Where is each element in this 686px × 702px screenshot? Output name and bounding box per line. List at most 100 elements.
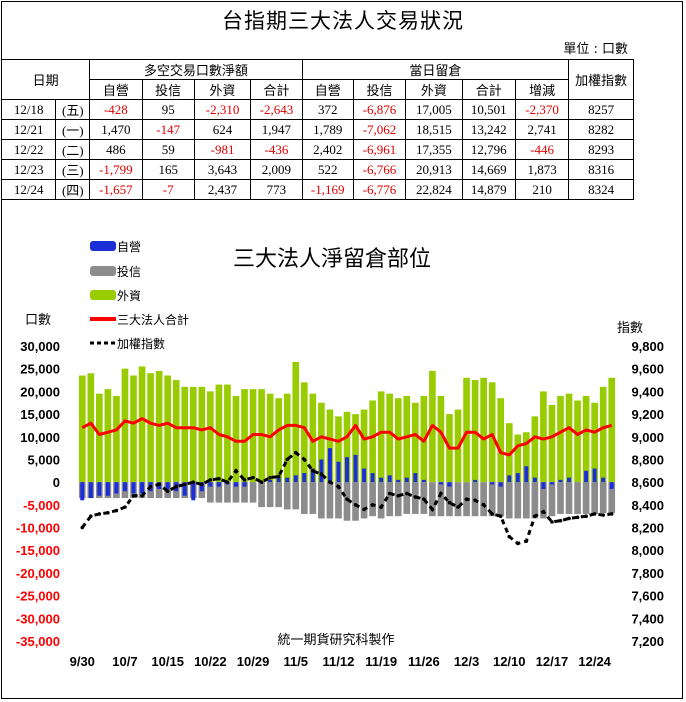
row-cell-2: 3,643 [193, 159, 252, 180]
trust-bar [608, 482, 616, 514]
dealer-bar [216, 482, 221, 487]
legend-label: 加權指數 [117, 336, 165, 351]
row-cell-1: 59 [141, 139, 195, 160]
y-tick-label: 20,000 [20, 384, 60, 399]
dealer-bar [199, 482, 204, 492]
row-cell-2: -981 [193, 139, 252, 160]
foreign-bar [377, 391, 385, 483]
dealer-bar [80, 482, 85, 501]
dealer-bar [276, 477, 281, 483]
trust-bar [224, 482, 231, 503]
row-cell-6: 20,913 [405, 159, 463, 180]
trust-bar [318, 482, 325, 519]
dealer-bar [404, 477, 409, 483]
x-tick-label: 12/17 [536, 654, 569, 669]
y-axis-label: 口數 [25, 313, 51, 328]
table-subheader-row: 自營 投信 外資 合計 自營 投信 外資 合計 增減 [2, 79, 634, 100]
dealer-bar [268, 479, 273, 483]
foreign-bar [309, 393, 317, 483]
index-point [370, 503, 375, 507]
trust-bar [582, 482, 590, 514]
row-weekday: (五) [55, 99, 91, 120]
index-point [422, 497, 426, 501]
trust-bar [557, 482, 564, 514]
index-point [533, 514, 537, 518]
row-cell-1: -7 [141, 179, 195, 200]
y2-tick-label: 9,000 [631, 430, 664, 445]
row-cell-2: 2,437 [193, 179, 252, 200]
row-cell-1: -147 [141, 119, 195, 140]
dealer-bar [584, 470, 589, 483]
chart-credit: 統一期貨研究科製作 [277, 632, 394, 648]
foreign-bar [463, 377, 470, 483]
row-cell-7: 14,879 [461, 179, 516, 200]
index-point [191, 480, 196, 484]
foreign-bar [480, 377, 487, 483]
y-tick-label: 5,000 [27, 452, 60, 467]
dealer-bar [567, 477, 572, 483]
row-cell-7: 12,796 [461, 139, 516, 160]
dealer-bar [122, 482, 127, 492]
dealer-bar [114, 482, 119, 494]
row-cell-5: -6,776 [352, 179, 407, 200]
table-row: 12/18 (五) -428 95 -2,310 -2,643 372 -6,876 17,00… [0, 99, 634, 120]
index-point [353, 503, 358, 507]
trust-bar [497, 482, 505, 517]
foreign-bar [497, 398, 505, 483]
index-point [447, 500, 452, 505]
index-point [498, 514, 503, 518]
dealer-bar [293, 475, 298, 483]
x-tick-label: 12/10 [493, 654, 526, 669]
dealer-bar [379, 477, 384, 483]
index-point [106, 510, 110, 515]
page-title: 台指期三大法人交易狀況 [222, 9, 464, 33]
trust-bar [394, 482, 402, 517]
trust-bar [548, 482, 556, 517]
unit-label: 單位 : 口數 [563, 42, 628, 57]
index-point [251, 475, 255, 480]
row-cell-6: 22,824 [405, 179, 463, 200]
trust-bar [241, 482, 248, 503]
trust-bar [283, 482, 291, 510]
date-header: 日期 [0, 59, 91, 100]
trust-bar [403, 482, 411, 514]
dealer-bar [549, 482, 554, 485]
y2-tick-label: 9,400 [631, 384, 664, 399]
dealer-bar [327, 448, 332, 483]
row-index: 8282 [568, 119, 634, 140]
index-point [396, 493, 401, 498]
legend-swatch-dealer [90, 241, 116, 251]
dealer-bar [413, 473, 418, 483]
dealer-bar [97, 482, 102, 496]
y2-tick-label: 8,400 [631, 498, 664, 513]
trust-bar [377, 482, 385, 519]
foreign-bar [369, 400, 376, 483]
index-point [276, 474, 281, 479]
subheader-8: 增減 [514, 79, 570, 100]
dealer-bar [353, 454, 358, 483]
foreign-bar [548, 405, 556, 483]
row-weekday: (一) [55, 119, 91, 140]
index-point [387, 491, 392, 496]
index-point [490, 512, 494, 516]
foreign-bar [505, 423, 513, 483]
row-cell-8: 1,873 [514, 159, 570, 180]
index-point [319, 472, 324, 477]
row-cell-4: 372 [301, 99, 354, 120]
dealer-bar [592, 468, 597, 483]
row-cell-4: -1,169 [301, 179, 354, 200]
index-point [89, 514, 93, 518]
legend-label: 外資 [117, 289, 141, 303]
chart-title: 三大法人淨留倉部位 [233, 247, 431, 272]
row-cell-6: 17,005 [405, 99, 463, 120]
row-date: 12/21 [0, 119, 57, 140]
row-cell-3: -436 [250, 139, 303, 160]
row-cell-5: -6,961 [352, 139, 407, 160]
row-cell-0: 486 [89, 139, 143, 160]
index-point [259, 480, 264, 484]
y2-axis-label: 指數 [617, 321, 643, 336]
foreign-bar [335, 416, 342, 483]
foreign-bar [488, 382, 496, 483]
foreign-bar [275, 398, 283, 483]
dealer-bar [609, 482, 614, 489]
